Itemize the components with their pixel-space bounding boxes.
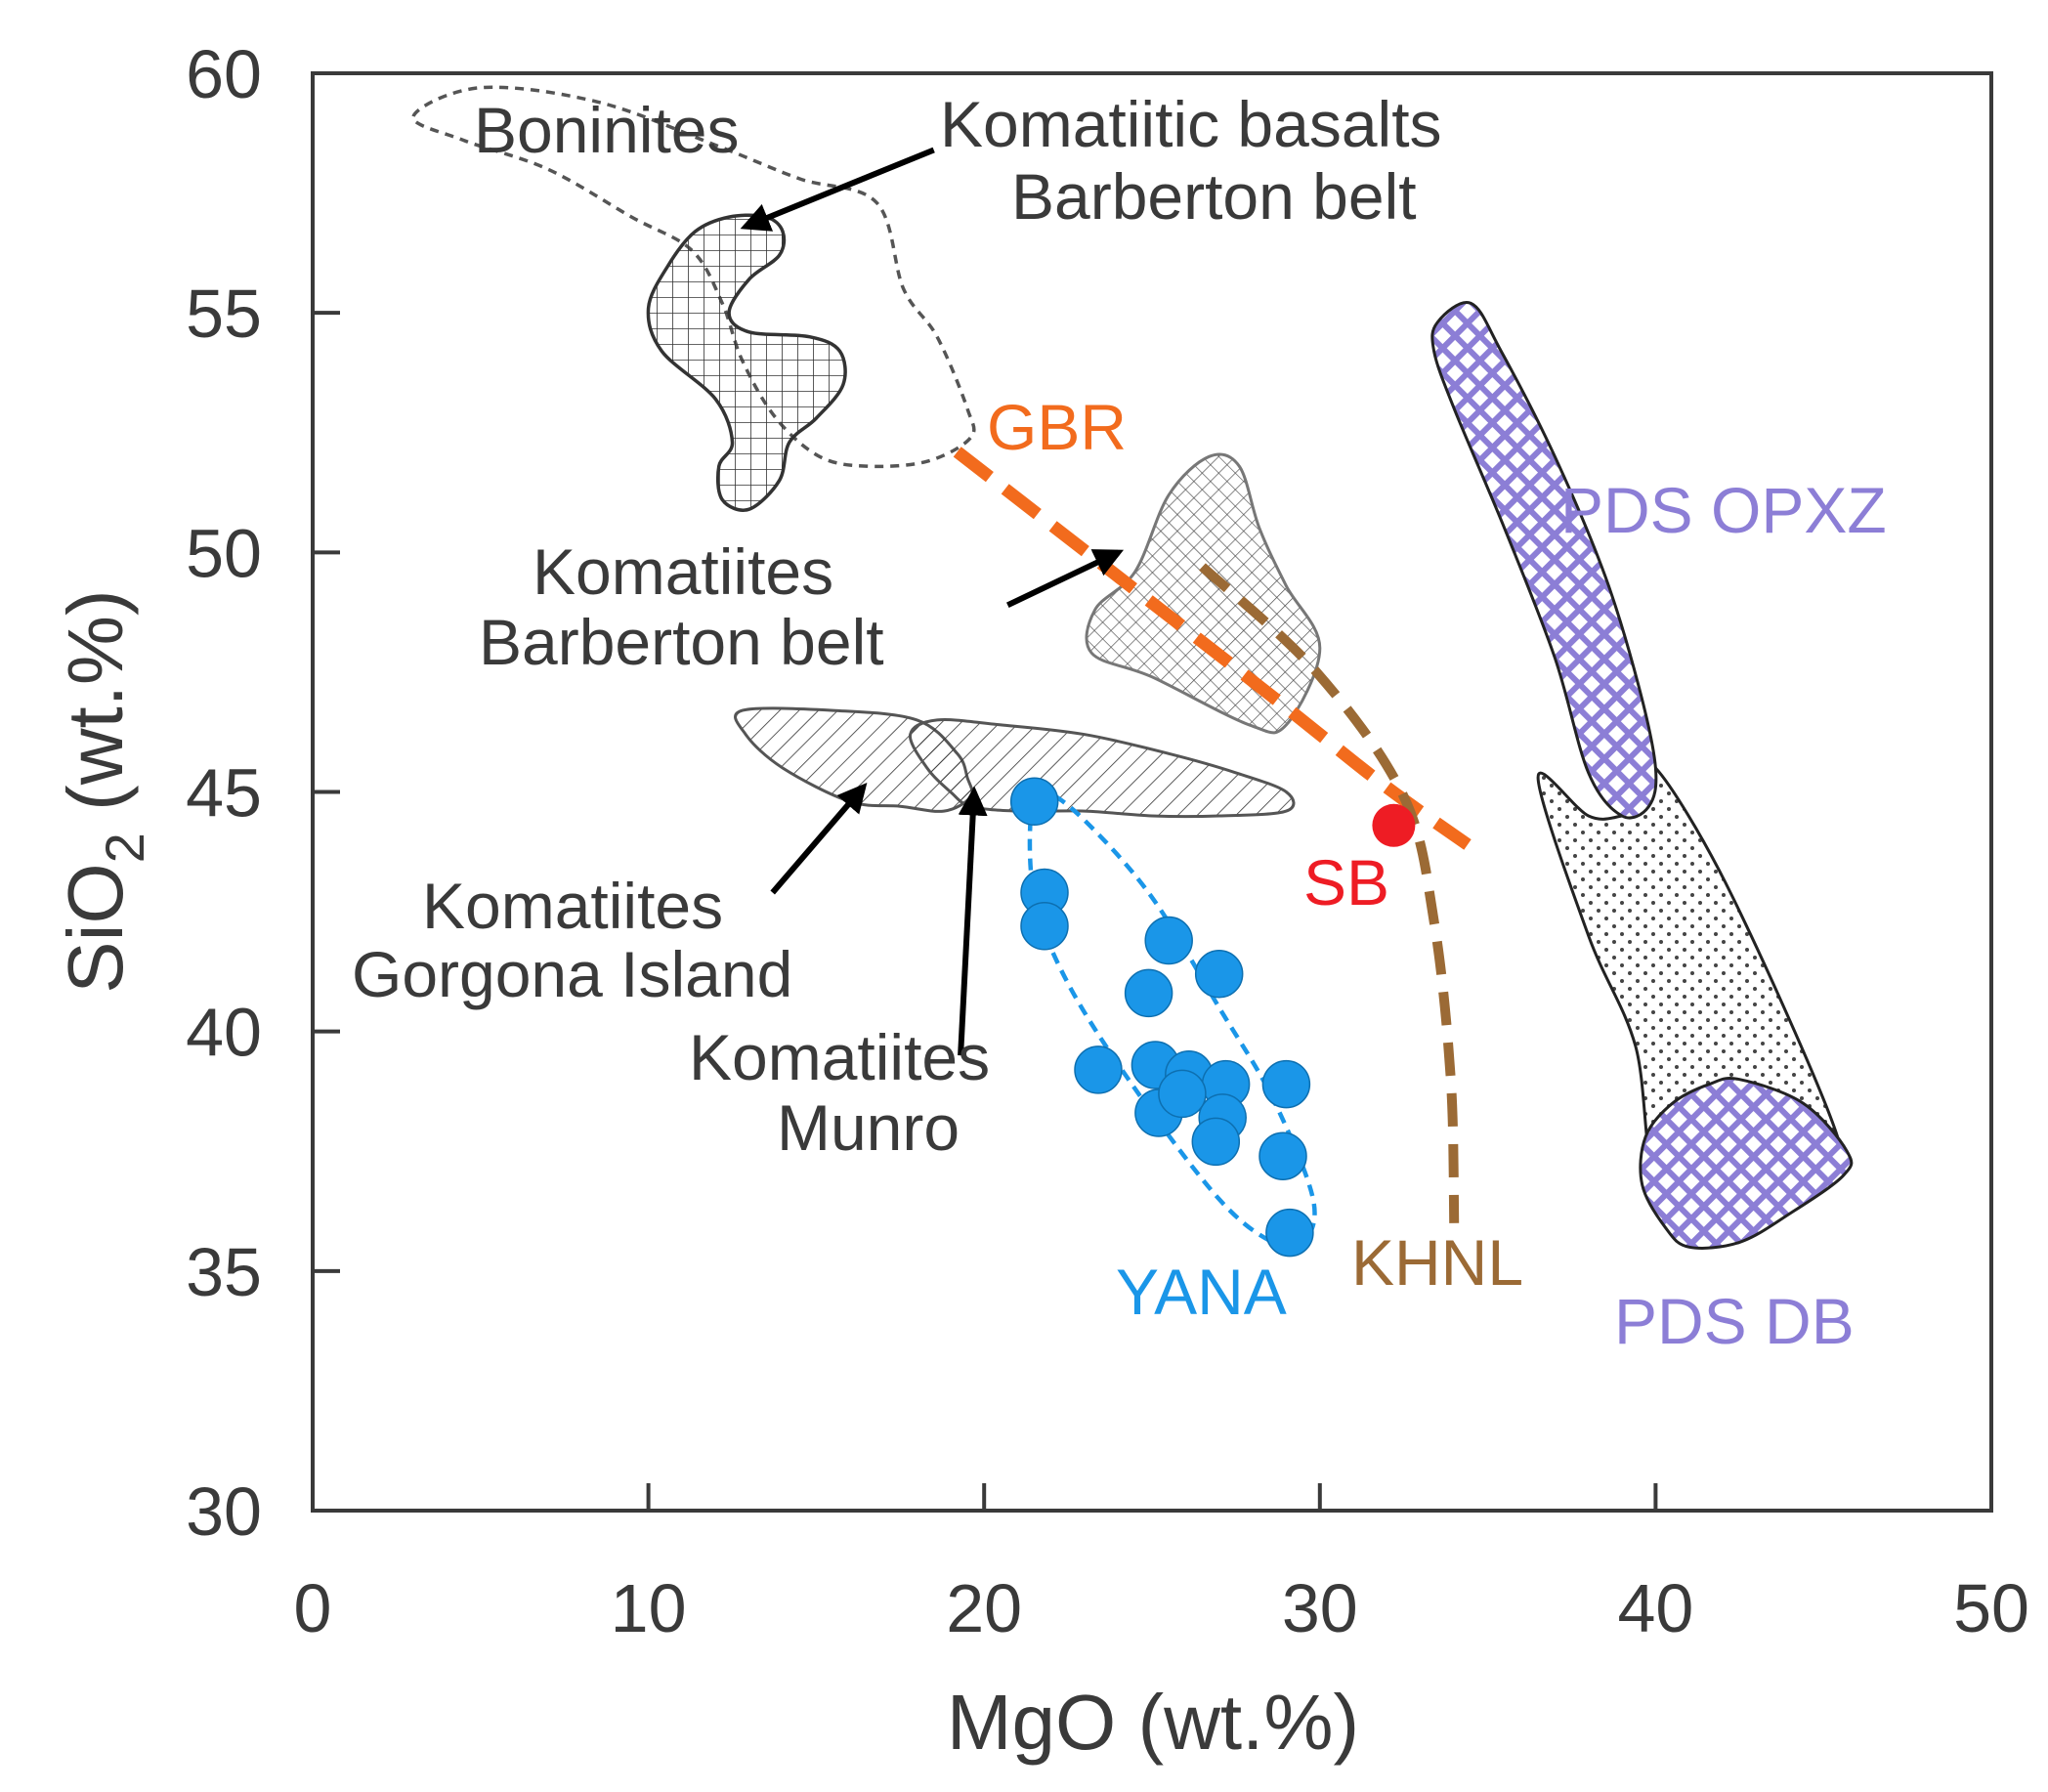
trend-line-khnl: [1199, 563, 1460, 1223]
label-yana: YANA: [1116, 1256, 1287, 1328]
x-tick-label-50: 50: [1953, 1570, 2029, 1646]
field-yana-field: [1027, 789, 1317, 1251]
arrows-layer: [740, 147, 1125, 1056]
x-tick-label-40: 40: [1617, 1570, 1693, 1646]
label-boninites: Boninites: [474, 94, 740, 166]
komatiites-gorgona-arrow: [770, 783, 868, 895]
komatiites-munro-arrow: [958, 786, 988, 1056]
point-yana-4: [1124, 968, 1173, 1018]
label-komatiites-munro-2: Munro: [777, 1091, 960, 1164]
field-pds-opxz: [1430, 301, 1658, 820]
label-komatiitic-basalts-2: Barberton belt: [1011, 160, 1417, 233]
trend-lines-layer: [953, 447, 1472, 1223]
point-yana-3: [1074, 1045, 1123, 1094]
x-tick-label-10: 10: [611, 1570, 687, 1646]
label-sb: SB: [1303, 846, 1389, 918]
point-yana-13: [1191, 1117, 1241, 1167]
label-komatiites-barberton-2: Barberton belt: [479, 606, 884, 678]
label-gbr: GBR: [987, 391, 1127, 463]
y-axis-label-sub: 2: [94, 832, 155, 863]
y-tick-label-60: 60: [186, 36, 262, 112]
label-komatiites-gorgona-1: Komatiites: [422, 870, 723, 942]
point-sb-0: [1372, 803, 1416, 847]
y-tick-label-40: 40: [186, 995, 262, 1071]
x-tick-label-0: 0: [294, 1570, 332, 1646]
y-axis-label-main: SiO: [52, 863, 139, 993]
field-pds-db: [1639, 1076, 1854, 1250]
point-yana-12: [1158, 1069, 1207, 1119]
label-khnl: KHNL: [1351, 1226, 1523, 1299]
field-komatiitic-basalts-barberton-belt: [646, 213, 847, 512]
ticks-layer: 0 10 20 30 40 50 30 35 40 45 50 55 60: [186, 36, 2029, 1646]
x-axis-label: MgO (wt.%): [947, 1679, 1359, 1766]
label-komatiites-barberton-1: Komatiites: [533, 535, 833, 608]
point-yana-2: [1020, 902, 1069, 951]
x-tick-label-30: 30: [1282, 1570, 1358, 1646]
label-pds-db: PDS DB: [1614, 1285, 1855, 1357]
field-komatiites-barberton-belt: [1085, 452, 1322, 735]
point-yana-6: [1194, 950, 1244, 999]
point-yana-5: [1144, 916, 1193, 965]
label-komatiitic-basalts-1: Komatiitic basalts: [940, 88, 1442, 160]
y-axis-label: SiO2 (wt.%): [52, 589, 155, 993]
y-axis-label-tail: (wt.%): [52, 589, 139, 832]
point-yana-14: [1261, 1059, 1311, 1109]
point-yana-16: [1265, 1208, 1314, 1258]
y-tick-label-35: 35: [186, 1234, 262, 1310]
y-tick-label-30: 30: [186, 1473, 262, 1550]
point-yana-15: [1259, 1131, 1307, 1180]
field-komatiites-munro: [909, 718, 1296, 819]
label-komatiites-gorgona-2: Gorgona Island: [352, 938, 792, 1010]
points-layer: [1009, 777, 1416, 1258]
point-yana-0: [1009, 777, 1059, 827]
trend-line-gbr: [953, 447, 1472, 850]
label-komatiites-munro-1: Komatiites: [689, 1021, 990, 1093]
label-pds-opxz: PDS OPXZ: [1560, 474, 1887, 546]
komatiitic-basalts-arrow: [740, 147, 935, 232]
y-tick-label-55: 55: [186, 276, 262, 352]
fields-layer: [411, 85, 1854, 1251]
y-tick-label-45: 45: [186, 755, 262, 832]
x-tick-label-20: 20: [946, 1570, 1022, 1646]
y-tick-label-50: 50: [186, 515, 262, 591]
komatiites-barberton-arrow: [1006, 549, 1125, 609]
